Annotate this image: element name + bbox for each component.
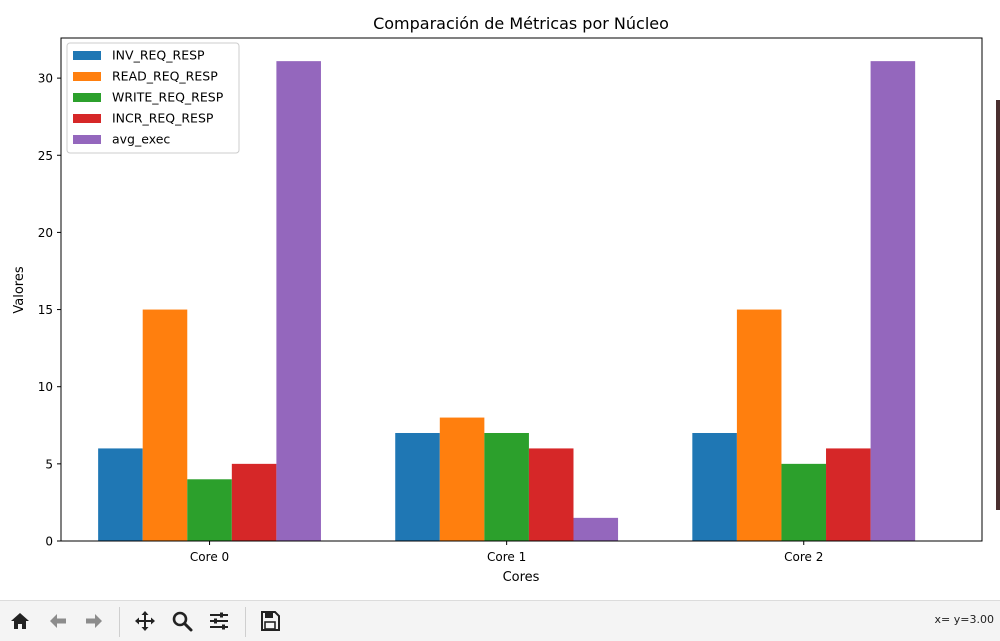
back-button[interactable] <box>43 606 73 636</box>
bar-inv-req-resp-core-0 <box>98 448 143 541</box>
legend-label: avg_exec <box>112 132 170 147</box>
legend: INV_REQ_RESP READ_REQ_RESP WRITE_REQ_RESP I… <box>66 42 240 154</box>
bar-incr-req-resp-core-1 <box>528 448 574 541</box>
y-tick-label: 5 <box>45 457 53 471</box>
legend-swatch <box>73 135 101 144</box>
y-axis: 0 5 10 15 20 25 30 <box>38 72 61 549</box>
y-axis-label: Valores <box>12 266 27 313</box>
y-tick-label: 25 <box>38 149 53 163</box>
bar-avg-exec-core-1 <box>573 517 619 541</box>
navigation-toolbar: x= y=3.00 <box>0 600 1000 641</box>
plot-frame <box>60 37 983 542</box>
zoom-button[interactable] <box>167 606 197 636</box>
bars-group <box>98 61 916 542</box>
toolbar-separator <box>119 607 120 637</box>
bar-write-req-resp-core-2 <box>781 463 827 541</box>
bar-read-req-resp-core-0 <box>142 309 188 541</box>
forward-button[interactable] <box>79 606 109 636</box>
x-tick-label: Core 1 <box>487 550 526 564</box>
bar-incr-req-resp-core-0 <box>231 463 277 541</box>
y-tick-label: 10 <box>38 380 53 394</box>
x-axis: Core 0 Core 1 Core 2 <box>190 541 823 564</box>
x-axis-label: Cores <box>503 570 540 585</box>
toolbar-separator <box>245 607 246 637</box>
legend-label: INCR_REQ_RESP <box>112 111 214 126</box>
bar-incr-req-resp-core-2 <box>826 448 871 541</box>
configure-subplots-button[interactable] <box>204 606 234 636</box>
legend-label: READ_REQ_RESP <box>112 69 218 84</box>
legend-label: INV_REQ_RESP <box>112 48 205 63</box>
y-tick-label: 20 <box>38 226 53 240</box>
bar-avg-exec-core-2 <box>870 61 916 542</box>
legend-frame <box>66 42 240 154</box>
x-tick-label: Core 2 <box>784 550 823 564</box>
arrow-left-icon <box>50 614 66 628</box>
bar-write-req-resp-core-0 <box>187 479 232 541</box>
move-icon <box>135 611 155 631</box>
sliders-icon <box>210 612 228 630</box>
y-tick-label: 0 <box>45 535 53 549</box>
y-tick-label: 15 <box>38 303 53 317</box>
legend-swatch <box>73 51 101 60</box>
y-tick-label: 30 <box>38 72 53 86</box>
bar-write-req-resp-core-1 <box>484 432 529 541</box>
save-button[interactable] <box>255 606 285 636</box>
bar-inv-req-resp-core-1 <box>395 432 440 541</box>
home-icon <box>11 613 29 629</box>
bar-inv-req-resp-core-2 <box>692 432 737 541</box>
magnifier-icon <box>172 611 193 632</box>
window-edge-strip <box>996 100 1000 510</box>
legend-label: WRITE_REQ_RESP <box>112 90 224 105</box>
bar-avg-exec-core-0 <box>276 61 321 542</box>
bar-read-req-resp-core-2 <box>736 309 782 541</box>
chart-title: Comparación de Métricas por Núcleo <box>373 14 669 33</box>
home-button[interactable] <box>5 606 35 636</box>
legend-swatch <box>73 93 101 102</box>
bar-read-req-resp-core-1 <box>439 417 485 541</box>
legend-swatch <box>73 72 101 81</box>
pan-button[interactable] <box>130 606 160 636</box>
arrow-right-icon <box>86 614 102 628</box>
chart-figure: Comparación de Métricas por Núcleo 0 5 10 1… <box>12 14 983 585</box>
x-tick-label: Core 0 <box>190 550 229 564</box>
floppy-disk-icon <box>261 611 280 631</box>
cursor-coordinates: x= y=3.00 <box>934 613 994 626</box>
legend-swatch <box>73 114 101 123</box>
